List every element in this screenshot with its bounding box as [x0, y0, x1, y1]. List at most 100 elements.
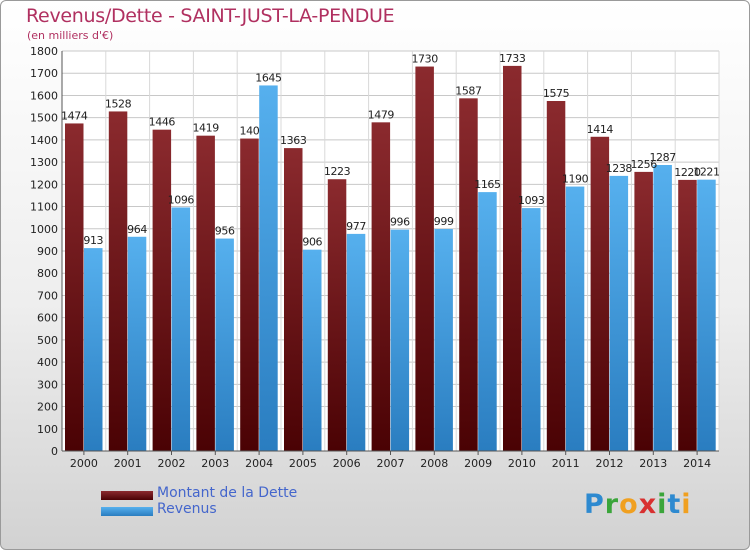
y-tick-label: 400 — [37, 356, 58, 369]
data-label-revenus: 1165 — [474, 178, 501, 191]
data-label-dette: 1479 — [368, 108, 395, 121]
bar-revenus — [127, 236, 147, 451]
data-label-revenus: 977 — [346, 220, 366, 233]
bar-dette — [459, 98, 478, 451]
data-label-dette: 1587 — [455, 84, 482, 97]
bar-dette — [152, 129, 172, 451]
x-tick-label: 2012 — [596, 457, 624, 470]
bar-revenus — [609, 175, 629, 451]
bar-revenus — [303, 249, 322, 451]
bar-dette — [65, 123, 84, 451]
x-tick-label: 2003 — [201, 457, 229, 470]
data-label-revenus: 999 — [434, 215, 454, 228]
logo-letter: i — [681, 489, 692, 520]
x-tick-label: 2008 — [420, 457, 448, 470]
data-label-revenus: 996 — [390, 216, 410, 229]
data-label-revenus: 1190 — [562, 173, 589, 186]
y-tick-label: 1100 — [30, 201, 58, 214]
bar-revenus — [346, 233, 366, 451]
data-label-revenus: 906 — [302, 236, 322, 249]
x-tick-label: 2000 — [70, 457, 98, 470]
y-tick-label: 1000 — [30, 223, 58, 236]
y-tick-label: 100 — [37, 423, 58, 436]
bar-dette — [196, 135, 215, 451]
x-tick-label: 2001 — [114, 457, 142, 470]
data-label-dette: 1474 — [61, 109, 88, 122]
y-tick-label: 1600 — [30, 89, 58, 102]
y-tick-label: 1200 — [30, 178, 58, 191]
data-labels: 1474 913 1528 964 1446 1096 1419 956 140 1645 1363… — [61, 52, 720, 249]
y-tick-label: 600 — [37, 312, 58, 325]
x-tick-label: 2009 — [464, 457, 492, 470]
data-label-dette: 1730 — [411, 53, 438, 66]
data-label-revenus: 1096 — [168, 193, 195, 206]
x-tick-label: 2005 — [289, 457, 317, 470]
bar-revenus — [259, 85, 278, 451]
data-label-dette: 140 — [240, 125, 260, 138]
bar-dette — [284, 148, 303, 451]
bar-revenus — [653, 165, 672, 451]
data-label-revenus: 1287 — [649, 151, 676, 164]
x-tick-label: 2013 — [639, 457, 667, 470]
data-label-dette: 1256 — [630, 158, 657, 171]
logo-letter: r — [604, 489, 620, 520]
data-label-dette: 1220 — [674, 166, 701, 179]
y-tick-label: 1700 — [30, 67, 58, 80]
grid-lines — [61, 50, 720, 452]
page-title: Revenus/Dette - SAINT-JUST-LA-PENDUE — [26, 5, 395, 27]
bar-revenus — [434, 229, 453, 451]
data-label-revenus: 1238 — [606, 162, 633, 175]
y-tick-label: 1400 — [30, 134, 58, 147]
bar-dette — [678, 179, 697, 451]
data-label-dette: 1575 — [543, 87, 570, 100]
y-tick-label: 1800 — [30, 45, 58, 58]
bar-dette — [503, 65, 522, 451]
bar-revenus — [171, 207, 191, 451]
legend-label-revenus: Revenus — [157, 501, 217, 517]
logo-letter: o — [619, 489, 639, 520]
logo-letter: P — [584, 489, 605, 520]
x-tick-label: 2014 — [683, 457, 711, 470]
x-tick-label: 2006 — [333, 457, 361, 470]
legend-swatch-revenus — [101, 507, 153, 516]
data-label-revenus: 913 — [83, 234, 103, 247]
logo-letter: t — [667, 489, 682, 520]
x-tick-label: 2010 — [508, 457, 536, 470]
bar-dette — [327, 179, 347, 451]
logo-letter: x — [638, 489, 658, 520]
bar-revenus — [478, 192, 497, 451]
y-tick-label: 1300 — [30, 156, 58, 169]
y-tick-label: 800 — [37, 267, 58, 280]
data-label-revenus: 1093 — [518, 194, 545, 207]
data-label-dette: 1446 — [149, 116, 176, 129]
bars — [65, 65, 716, 452]
y-tick-label: 500 — [37, 334, 58, 347]
legend-label-dette: Montant de la Dette — [157, 485, 298, 501]
y-tick-label: 300 — [37, 378, 58, 391]
y-tick-label: 1500 — [30, 112, 58, 125]
data-label-dette: 1733 — [499, 52, 526, 65]
bar-dette — [240, 138, 259, 452]
y-tick-label: 700 — [37, 289, 58, 302]
bar-dette — [634, 171, 653, 451]
bar-revenus — [565, 186, 585, 452]
data-label-dette: 1528 — [105, 97, 132, 110]
bar-revenus — [215, 238, 234, 451]
legend-swatch-dette — [101, 491, 153, 500]
chart-subtitle: (en milliers d'€) — [27, 29, 114, 42]
data-label-dette: 1223 — [324, 165, 351, 178]
logo-letter: i — [657, 489, 668, 520]
x-tick-label: 2004 — [245, 457, 273, 470]
bar-dette — [371, 122, 391, 451]
bar-revenus — [697, 179, 716, 451]
bar-revenus — [84, 248, 103, 451]
y-tick-label: 900 — [37, 245, 58, 258]
data-label-dette: 1363 — [280, 134, 307, 147]
bar-dette — [546, 101, 566, 451]
data-label-revenus: 956 — [215, 225, 235, 238]
data-label-dette: 1419 — [192, 122, 219, 135]
x-tick-label: 2011 — [552, 457, 580, 470]
y-tick-label: 200 — [37, 401, 58, 414]
